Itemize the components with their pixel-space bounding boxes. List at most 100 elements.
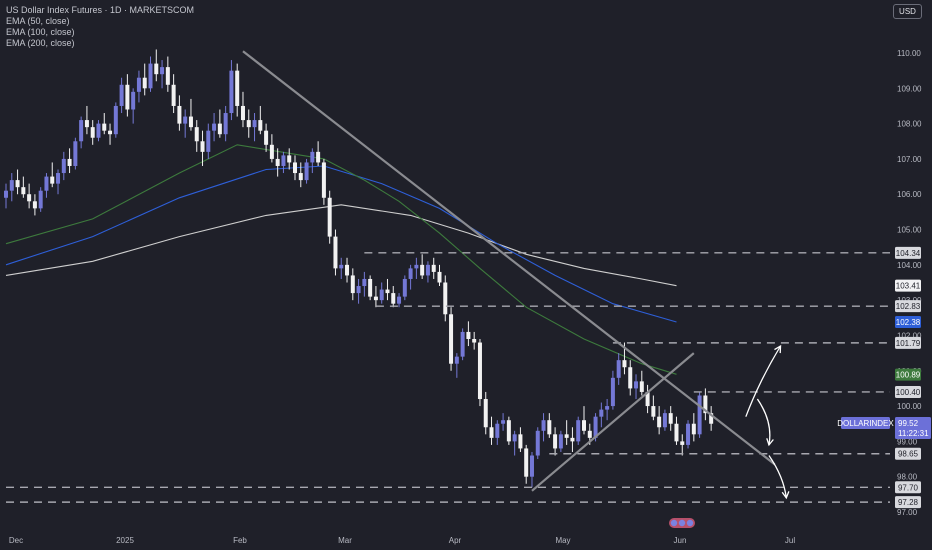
candle[interactable] (160, 60, 165, 89)
candle[interactable] (102, 113, 107, 135)
candle[interactable] (558, 430, 563, 452)
candle[interactable] (21, 176, 26, 198)
candle[interactable] (345, 257, 350, 283)
candle[interactable] (119, 77, 124, 114)
candle[interactable] (142, 63, 147, 96)
candle[interactable] (477, 338, 482, 407)
candle[interactable] (223, 105, 228, 142)
candle[interactable] (541, 413, 546, 442)
candle[interactable] (605, 399, 610, 421)
trendline[interactable] (242, 50, 776, 466)
candle[interactable] (206, 123, 211, 159)
candle[interactable] (425, 261, 430, 283)
price-badge[interactable]: 100.40 (895, 385, 921, 398)
candle[interactable] (408, 264, 413, 290)
candle[interactable] (680, 434, 685, 456)
candle[interactable] (188, 98, 193, 131)
candle[interactable] (148, 56, 153, 92)
candle[interactable] (4, 183, 8, 209)
price-badge[interactable]: 102.38 (895, 316, 921, 329)
price-badge[interactable]: 102.83 (895, 300, 921, 313)
candle[interactable] (183, 109, 188, 138)
candle[interactable] (576, 416, 581, 445)
price-badge[interactable]: 101.79 (895, 336, 921, 349)
candle[interactable] (333, 229, 338, 276)
price-badge[interactable]: 100.89 (895, 368, 921, 381)
candle[interactable] (686, 420, 691, 449)
candle[interactable] (449, 307, 454, 371)
candle[interactable] (535, 427, 540, 460)
candle[interactable] (298, 162, 303, 188)
candle[interactable] (50, 162, 55, 188)
candle[interactable] (570, 427, 575, 452)
candle[interactable] (616, 353, 621, 385)
candle[interactable] (553, 427, 558, 456)
arrow-up-annotation[interactable] (745, 344, 782, 417)
ema200-line[interactable] (5, 204, 677, 287)
candle[interactable] (582, 406, 586, 435)
candle[interactable] (264, 123, 269, 152)
candle[interactable] (524, 444, 529, 484)
candle[interactable] (293, 155, 297, 181)
candle[interactable] (674, 416, 679, 445)
candle[interactable] (651, 395, 656, 421)
candle[interactable] (61, 151, 66, 181)
candle[interactable] (628, 360, 633, 396)
candle[interactable] (691, 413, 696, 442)
candle[interactable] (84, 105, 89, 135)
candle[interactable] (414, 257, 419, 279)
candle[interactable] (657, 406, 662, 435)
candle[interactable] (200, 130, 205, 166)
candle[interactable] (212, 113, 217, 142)
candle[interactable] (379, 282, 384, 304)
candle[interactable] (512, 430, 517, 456)
candle[interactable] (599, 402, 604, 428)
legend-title[interactable]: US Dollar Index Futures · 1D · MARKETSCO… (6, 5, 195, 15)
arrow-down-annotation[interactable] (756, 398, 774, 447)
candle[interactable] (246, 109, 251, 138)
trendline[interactable] (531, 352, 695, 492)
candle[interactable] (501, 413, 506, 431)
candle[interactable] (113, 102, 118, 138)
candle[interactable] (27, 183, 32, 209)
candle[interactable] (483, 391, 488, 435)
candle[interactable] (194, 120, 199, 152)
candle[interactable] (402, 275, 407, 301)
legend-ema100[interactable]: EMA (100, close) (6, 27, 75, 37)
candle[interactable] (235, 63, 240, 117)
candle[interactable] (281, 151, 286, 174)
ema50-line[interactable] (5, 144, 677, 375)
candle[interactable] (73, 137, 78, 170)
candle[interactable] (703, 388, 708, 421)
candle[interactable] (518, 427, 523, 452)
candle[interactable] (38, 187, 43, 212)
candle[interactable] (443, 275, 448, 322)
candle[interactable] (9, 173, 14, 202)
currency-button[interactable]: USD (893, 4, 922, 19)
candle[interactable] (275, 148, 280, 177)
candle[interactable] (252, 113, 257, 142)
candle[interactable] (56, 169, 61, 195)
candle[interactable] (136, 70, 141, 103)
candle[interactable] (44, 173, 49, 198)
candle[interactable] (67, 148, 72, 174)
arrow-down-annotation[interactable] (768, 455, 790, 500)
candle[interactable] (131, 88, 136, 124)
candle[interactable] (697, 391, 702, 438)
price-badge[interactable]: 97.70 (895, 481, 921, 494)
candle[interactable] (96, 120, 101, 142)
ema100-line[interactable] (5, 165, 677, 323)
candle[interactable] (108, 123, 113, 145)
candle[interactable] (304, 158, 309, 184)
candle[interactable] (125, 74, 130, 117)
candle[interactable] (154, 49, 159, 82)
candle[interactable] (310, 148, 315, 174)
candle[interactable] (454, 353, 459, 378)
legend-ema50[interactable]: EMA (50, close) (6, 16, 70, 26)
candle[interactable] (362, 271, 367, 297)
price-badge[interactable]: 104.34 (895, 246, 921, 259)
candle[interactable] (610, 370, 615, 410)
candle[interactable] (339, 257, 344, 279)
candle[interactable] (472, 331, 477, 350)
